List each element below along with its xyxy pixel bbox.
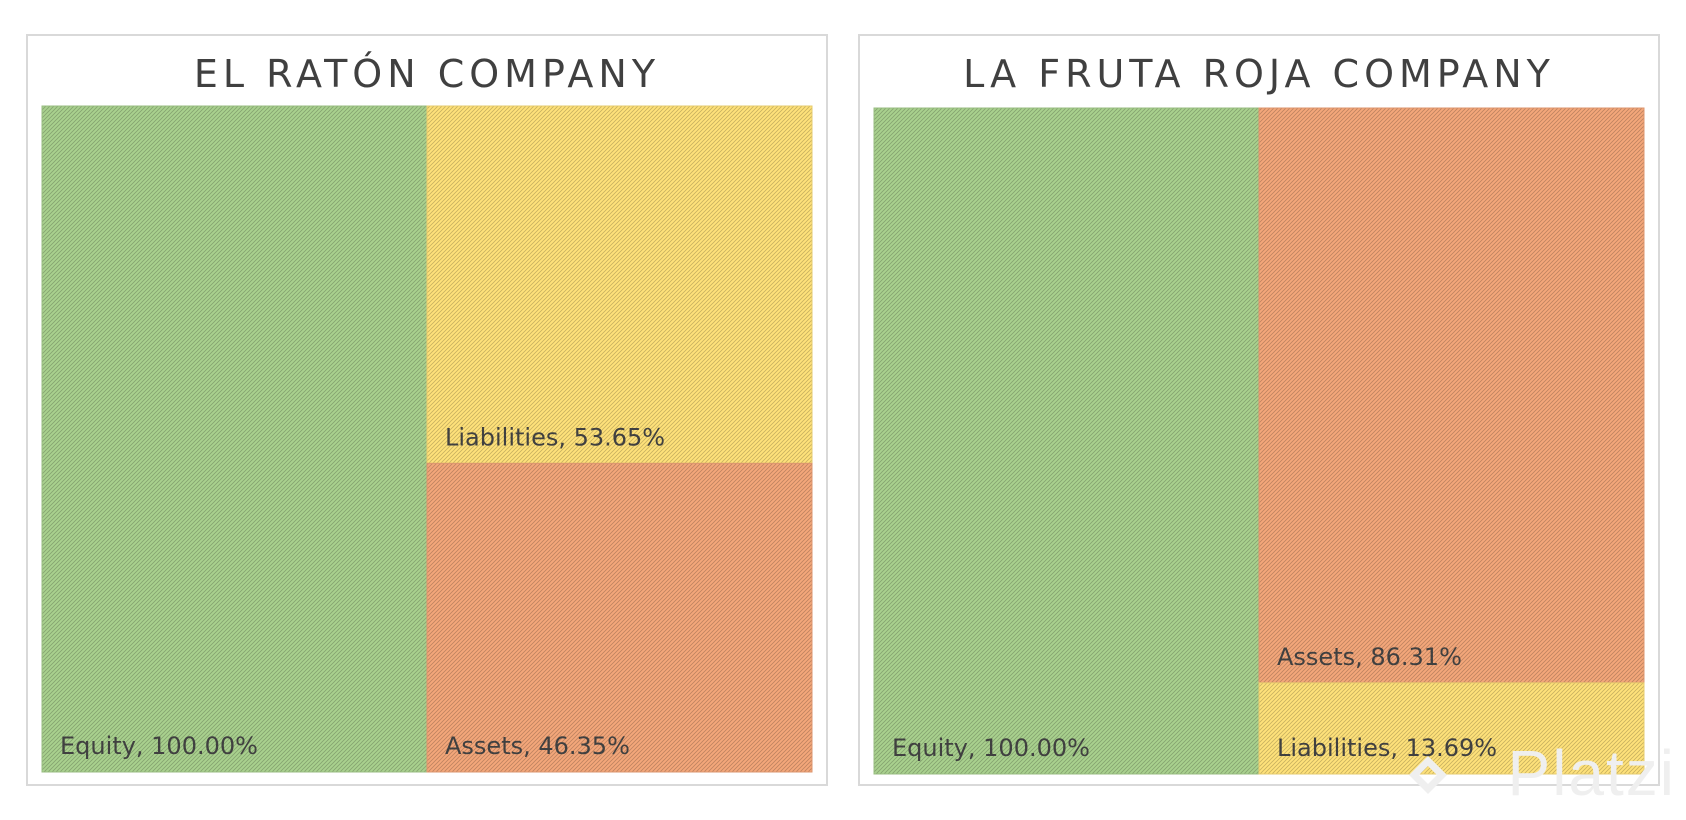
- treemap-el-raton: Equity, 100.00% Liabilities, 53.65% Assets…: [41, 105, 813, 773]
- chart-panel-el-raton: EL RATÓN COMPANY Equity, 100.00% Liabilit…: [26, 34, 828, 786]
- treemap-tile-equity: [41, 105, 428, 773]
- treemap-tile-equity: [873, 107, 1260, 775]
- tile-label-liabilities: Liabilities, 53.65%: [445, 423, 665, 451]
- treemap-tile-liabilities: [1258, 682, 1645, 775]
- tile-label-equity: Equity, 100.00%: [892, 734, 1090, 762]
- platzi-logo-icon: [1409, 756, 1447, 794]
- chart-title: LA FRUTA ROJA COMPANY: [963, 52, 1555, 96]
- tile-label-assets: Assets, 46.35%: [445, 732, 630, 760]
- tile-label-liabilities: Liabilities, 13.69%: [1277, 734, 1497, 762]
- chart-panel-la-fruta-roja: LA FRUTA ROJA COMPANY Equity, 100.00% Ass…: [858, 34, 1660, 786]
- treemap-tile-assets: [1258, 107, 1645, 684]
- treemap-la-fruta-roja: Equity, 100.00% Assets, 86.31% Liabilities…: [873, 107, 1645, 775]
- tile-label-assets: Assets, 86.31%: [1277, 643, 1462, 671]
- chart-title: EL RATÓN COMPANY: [193, 52, 661, 96]
- tile-label-equity: Equity, 100.00%: [60, 732, 258, 760]
- platzi-watermark: Platzi: [1507, 737, 1676, 809]
- treemap-tile-assets: [426, 462, 813, 773]
- treemap-tile-liabilities: [426, 105, 813, 464]
